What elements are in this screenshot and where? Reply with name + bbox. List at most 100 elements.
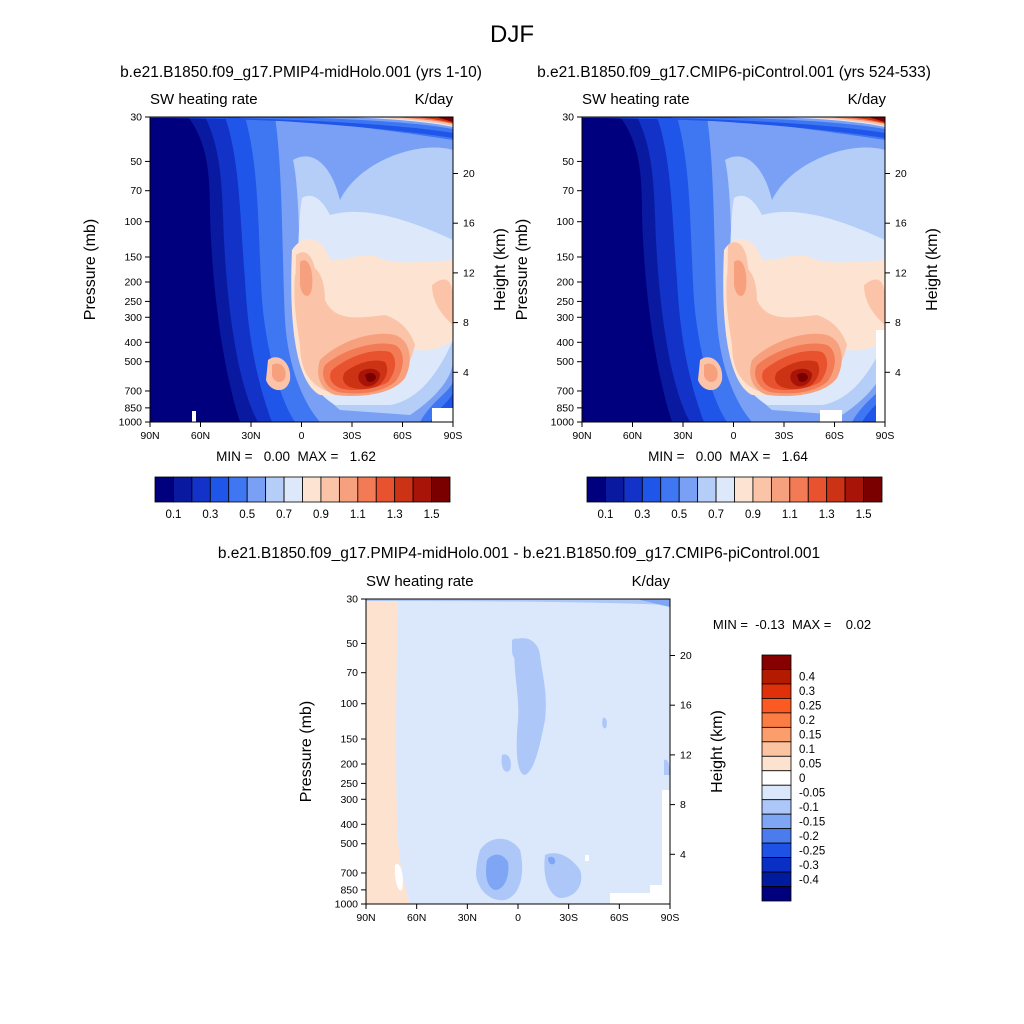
colorbar-label: -0.25 — [799, 845, 825, 857]
colorbar-label: 0.4 — [799, 672, 816, 684]
colorbar-label: 0.9 — [745, 509, 761, 521]
y-tick-label: 500 — [556, 356, 574, 368]
colorbar-label: 0.25 — [799, 701, 821, 713]
colorbar-box — [761, 828, 792, 844]
panel-title: b.e21.B1850.f09_g17.CMIP6-piControl.001 … — [537, 64, 931, 81]
axes: 90N 60N 30N 0 30S 60S 90S 30 50 70 100 150 200 250 300… — [298, 594, 726, 925]
colorbar-label: 0.1 — [799, 744, 815, 756]
colorbar-box — [761, 857, 792, 873]
x-tick-label: 90N — [572, 430, 591, 442]
colorbar-box — [761, 799, 792, 815]
x-tick-label: 30S — [343, 430, 362, 442]
colorbar-box — [357, 476, 377, 503]
panel-picontrol: b.e21.B1850.f09_g17.CMIP6-piControl.001 … — [514, 64, 941, 521]
panel-title: b.e21.B1850.f09_g17.PMIP4-midHolo.001 - … — [218, 545, 820, 562]
colorbar-box — [394, 476, 414, 503]
y2-axis-title: Height (km) — [709, 710, 726, 793]
units-label: K/day — [632, 573, 671, 590]
colorbar-label: 0.5 — [671, 509, 687, 521]
y2-tick-label: 4 — [680, 849, 686, 861]
units-label: K/day — [848, 91, 887, 108]
y-tick-label: 250 — [556, 296, 574, 308]
y-tick-label: 700 — [556, 385, 574, 397]
colorbar-box — [697, 476, 717, 503]
colorbar-box — [246, 476, 267, 503]
colorbar-label: 0 — [799, 773, 805, 785]
colorbar-box — [228, 476, 248, 503]
stats-label: MIN = -0.13 MAX = 0.02 — [713, 617, 871, 632]
y-tick-label: 70 — [562, 185, 574, 197]
y-tick-label: 70 — [130, 185, 142, 197]
x-tick-label: 90N — [140, 430, 159, 442]
y-tick-label: 400 — [340, 819, 358, 831]
colorbar-box — [302, 476, 322, 503]
contour-field — [366, 599, 670, 904]
colorbar-box — [844, 476, 864, 503]
y2-axis-title: Height (km) — [924, 228, 941, 311]
colorbar-label: 1.5 — [424, 509, 440, 521]
y-tick-label: 30 — [130, 112, 142, 124]
colorbar-label: 1.1 — [350, 509, 366, 521]
colorbar-label: 1.3 — [387, 509, 403, 521]
colorbar-label: 1.3 — [819, 509, 835, 521]
y2-tick-label: 12 — [680, 749, 692, 761]
colorbar-label: 0.5 — [239, 509, 255, 521]
y2-tick-label: 4 — [463, 367, 469, 379]
colorbar-label: 0.7 — [276, 509, 292, 521]
x-tick-label: 60N — [623, 430, 642, 442]
colorbar: 0.1 0.3 0.5 0.7 0.9 1.1 1.3 1.5 — [154, 476, 451, 521]
colorbar-box — [320, 476, 340, 503]
contour-field — [150, 117, 453, 422]
panel-title: b.e21.B1850.f09_g17.PMIP4-midHolo.001 (y… — [120, 64, 482, 81]
colorbar-label: -0.05 — [799, 787, 825, 799]
x-tick-label: 60S — [393, 430, 412, 442]
x-tick-label: 90S — [876, 430, 895, 442]
colorbar-label: 0.05 — [799, 759, 821, 771]
colorbar-box — [761, 698, 792, 714]
y-tick-label: 850 — [556, 402, 574, 414]
y2-tick-label: 8 — [463, 317, 469, 329]
colorbar-label: 0.1 — [165, 509, 181, 521]
y-tick-label: 250 — [124, 296, 142, 308]
axes: 90N 60N 30N 0 30S 60S 90S 30 50 70 100 150 200 250 300… — [514, 112, 941, 443]
y-tick-label: 150 — [124, 251, 142, 263]
colorbar-label: 1.1 — [782, 509, 798, 521]
contour-field — [582, 117, 885, 422]
colorbar-box — [863, 476, 883, 503]
colorbar-label: -0.4 — [799, 874, 819, 886]
colorbar-box — [761, 842, 792, 858]
colorbar-box — [761, 669, 792, 685]
colorbar: 0.1 0.3 0.5 0.7 0.9 1.1 1.3 1.5 — [586, 476, 883, 521]
x-tick-label: 90N — [356, 912, 375, 924]
colorbar-box — [807, 476, 828, 503]
y-tick-label: 50 — [130, 156, 142, 168]
colorbar-box — [761, 784, 792, 801]
colorbar-box — [761, 712, 792, 728]
y-tick-label: 850 — [340, 884, 358, 896]
variable-label: SW heating rate — [150, 91, 258, 108]
y-axis-title: Pressure (mb) — [82, 219, 99, 320]
y-tick-label: 1000 — [551, 417, 575, 429]
y-tick-label: 500 — [124, 356, 142, 368]
colorbar-box — [623, 476, 643, 503]
y-tick-label: 250 — [340, 778, 358, 790]
x-tick-label: 30N — [673, 430, 692, 442]
y-tick-label: 300 — [556, 312, 574, 324]
colorbar-box — [678, 476, 699, 503]
figure-title: DJF — [490, 21, 534, 48]
colorbar-box — [641, 476, 662, 503]
colorbar-box — [734, 476, 754, 503]
y-tick-label: 700 — [124, 385, 142, 397]
x-tick-label: 30N — [241, 430, 260, 442]
y-tick-label: 50 — [346, 638, 358, 650]
colorbar-label: -0.2 — [799, 831, 819, 843]
y-axis-title: Pressure (mb) — [514, 219, 531, 320]
colorbar-label: -0.15 — [799, 816, 825, 828]
x-tick-label: 0 — [515, 912, 521, 924]
y2-tick-label: 16 — [895, 218, 907, 230]
colorbar-box — [191, 476, 211, 503]
y2-tick-label: 12 — [895, 267, 907, 279]
colorbar: 0.4 0.3 0.25 0.2 0.15 0.1 0.05 0 -0.05 -0.1 -0.15 -… — [761, 654, 825, 902]
y2-tick-label: 20 — [463, 168, 475, 180]
axes: 90N 60N 30N 0 30S 60S 90S 30 50 70 100 150 200 250 300… — [82, 112, 509, 443]
